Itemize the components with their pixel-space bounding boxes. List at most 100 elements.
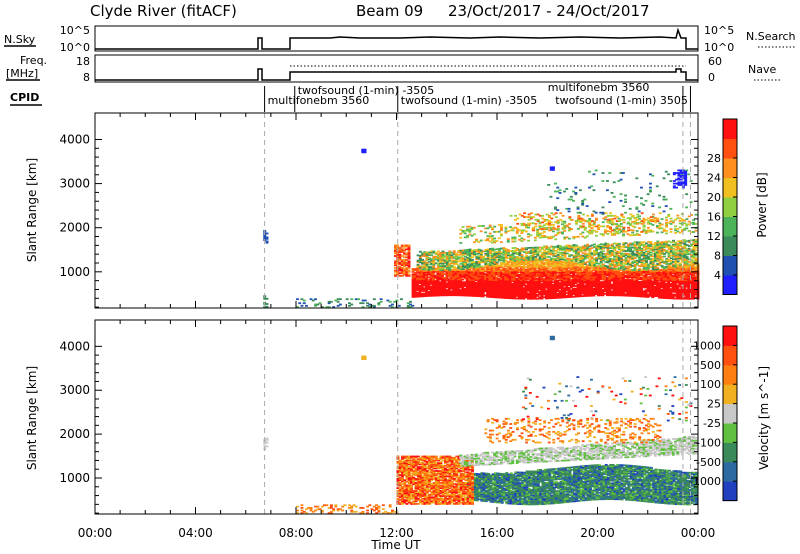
power-echo-cell [513, 288, 517, 291]
power-echo-cell [687, 239, 691, 242]
power-echo-cell [583, 293, 587, 296]
power-echo-cell [466, 248, 470, 251]
power-echo-cell [592, 293, 596, 296]
power-echo-cell [646, 281, 650, 284]
power-echo-cell [617, 277, 621, 279]
power-echo-cell [604, 229, 607, 231]
power-echo-cell [654, 264, 657, 267]
power-echo-cell [640, 286, 643, 289]
power-echo-cell [481, 277, 485, 279]
power-echo-cell [483, 287, 487, 290]
power-echo-cell [588, 231, 592, 234]
power-echo-cell [421, 262, 424, 265]
power-echo-cell [441, 253, 445, 256]
power-echo-cell [660, 231, 664, 234]
power-echo-cell [631, 246, 635, 249]
power-echo-cell [690, 222, 693, 224]
power-echo-cell [425, 279, 428, 281]
power-echo-cell [683, 255, 687, 257]
power-echo-cell [504, 260, 508, 262]
power-echo-cell [592, 290, 596, 293]
power-echo-cell [583, 248, 587, 251]
power-echo-cell [513, 264, 517, 267]
power-echo-cell [441, 252, 445, 254]
power-echo-cell [556, 271, 560, 274]
power-echo-cell [524, 278, 528, 280]
power-echo-cell [576, 273, 580, 275]
power-echo-cell [689, 293, 693, 296]
power-echo-cell [590, 231, 594, 233]
power-echo-cell [491, 235, 494, 237]
power-echo-cell [425, 280, 428, 283]
power-echo-cell [585, 277, 589, 280]
power-echo-cell [416, 266, 420, 269]
power-echo-cell [529, 256, 533, 258]
power-echo-cell [455, 259, 458, 262]
power-echo-cell [651, 293, 655, 296]
power-echo-cell [481, 267, 485, 270]
power-echo-cell [545, 263, 548, 265]
power-echo-cell [463, 288, 467, 290]
power-echo-cell [474, 292, 478, 295]
power-echo-cell [563, 246, 567, 249]
power-echo-cell [590, 267, 594, 269]
power-echo-cell [579, 233, 583, 235]
power-echo-cell [526, 272, 530, 275]
power-echo-cell [523, 212, 526, 215]
power-echo-cell [545, 271, 548, 273]
power-echo-cell [629, 242, 633, 245]
power-echo-cell [526, 295, 530, 297]
power-echo-cell [649, 229, 653, 232]
power-echo-cell [619, 225, 623, 228]
power-echo-cell [570, 259, 574, 262]
power-echo-cell [577, 255, 580, 258]
power-echo-cell [506, 297, 510, 299]
power-echo-cell [611, 258, 614, 260]
power-echo-cell [520, 229, 524, 232]
power-echo-cell [535, 277, 539, 280]
power-echo-cell [490, 271, 494, 273]
power-echo-cell [606, 218, 610, 221]
power-echo-cell [464, 258, 467, 261]
power-echo-cell [543, 235, 546, 237]
power-echo-cell [608, 275, 612, 278]
power-echo-cell [508, 270, 512, 273]
power-echo-cell [678, 296, 682, 299]
power-echo-cell [432, 250, 436, 253]
power-echo-cell [459, 274, 462, 277]
power-echo-cell [508, 269, 512, 272]
power-echo-cell [644, 277, 648, 280]
power-echo-cell [685, 283, 689, 286]
power-echo-cell [518, 253, 522, 255]
power-echo-cell [601, 273, 605, 275]
power-echo-cell [522, 297, 526, 300]
power-echo-cell [594, 281, 598, 284]
power-echo-cell [649, 254, 653, 256]
power-echo-cell [554, 281, 557, 283]
power-echo-cell [533, 292, 537, 295]
power-echo-cell [615, 228, 619, 231]
power-echo-cell [472, 268, 476, 271]
power-echo-cell [418, 273, 422, 275]
power-echo-cell [656, 245, 660, 248]
power-echo-cell [540, 285, 544, 288]
power-echo-cell [518, 238, 521, 241]
power-echo-cell [545, 277, 548, 280]
power-echo-cell [651, 264, 655, 267]
power-echo-cell [557, 221, 560, 224]
power-echo-cell [692, 257, 696, 260]
power-echo-cell [511, 297, 514, 300]
power-echo-cell [490, 269, 494, 272]
power-echo-cell [626, 272, 630, 275]
power-echo-cell [551, 281, 555, 284]
power-echo-cell [511, 268, 514, 271]
power-echo-cell [581, 289, 585, 292]
power-echo-cell [491, 249, 495, 251]
power-echo-cell [651, 271, 655, 273]
power-echo-cell [450, 271, 453, 274]
power-echo-cell [583, 289, 587, 292]
power-echo-cell [692, 252, 696, 255]
power-echo-cell [619, 277, 623, 280]
power-echo-cell [672, 261, 675, 263]
power-echo-cell [545, 258, 549, 261]
